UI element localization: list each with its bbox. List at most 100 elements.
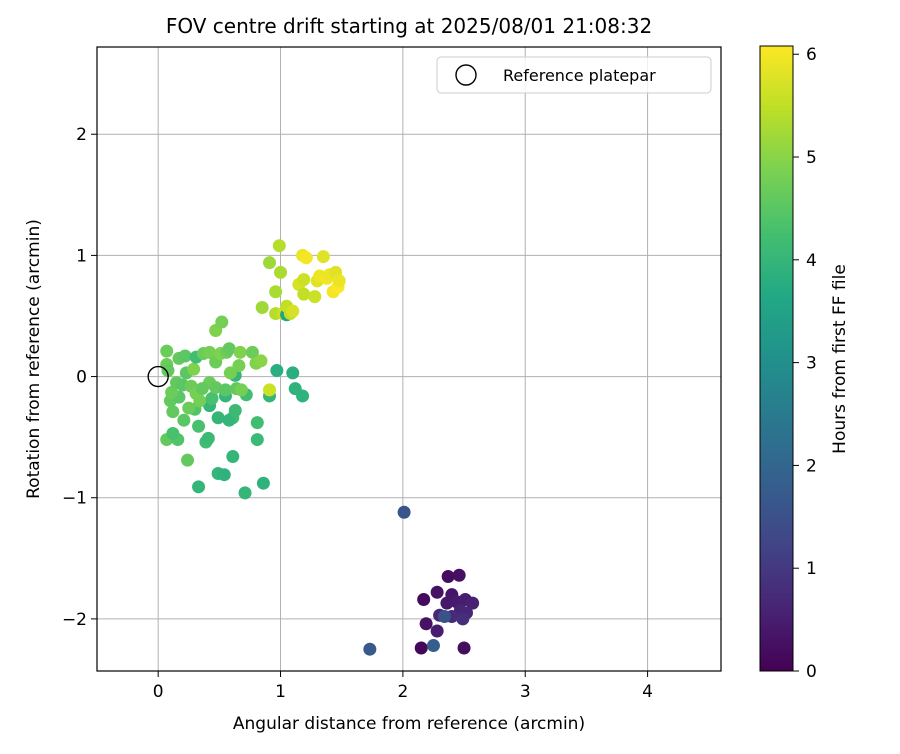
data-point (426, 639, 440, 653)
colorbar-tick-label: 3 (806, 354, 817, 374)
data-point (466, 596, 480, 610)
colorbar: 0 1 2 3 4 5 6 Hours from first FF file (759, 45, 850, 682)
legend: Reference platepar (436, 56, 712, 94)
x-tick-label: 3 (520, 682, 531, 702)
data-point (270, 364, 284, 378)
data-point (222, 413, 236, 427)
data-point (192, 480, 206, 494)
y-axis-ticks: −2 −1 0 1 2 (62, 125, 97, 630)
data-point (250, 416, 264, 430)
data-point (233, 345, 247, 359)
data-point (397, 505, 411, 519)
chart-title: FOV centre drift starting at 2025/08/01 … (166, 14, 652, 38)
data-point (452, 568, 466, 582)
data-point (211, 411, 225, 425)
data-point (232, 359, 246, 373)
plot-frame (96, 46, 722, 672)
data-point (255, 301, 269, 315)
data-point (215, 315, 229, 329)
y-tick-label: 1 (76, 246, 87, 266)
data-point (414, 641, 428, 655)
data-point (299, 251, 313, 265)
legend-label: Reference platepar (503, 66, 656, 85)
data-point (166, 427, 180, 441)
data-point (417, 593, 431, 607)
data-point (201, 431, 215, 445)
data-point (161, 364, 175, 378)
data-point (234, 383, 248, 397)
x-tick-label: 1 (275, 682, 286, 702)
data-point (187, 362, 201, 376)
colorbar-tick-label: 0 (806, 662, 817, 682)
data-point (297, 287, 311, 301)
colorbar-label: Hours from first FF file (830, 264, 850, 454)
data-point (457, 641, 471, 655)
y-tick-label: 2 (76, 125, 87, 145)
data-point (263, 383, 277, 397)
y-tick-label: −1 (62, 489, 87, 509)
data-point (250, 433, 264, 447)
x-axis-label: Angular distance from reference (arcmin) (233, 714, 585, 734)
data-point (272, 239, 286, 253)
colorbar-tick-label: 6 (806, 45, 817, 65)
data-point (178, 349, 192, 363)
y-tick-label: −2 (62, 610, 87, 630)
data-point (217, 468, 231, 482)
data-point (297, 273, 311, 287)
data-point (286, 304, 300, 318)
data-point (440, 596, 454, 610)
colorbar-tick-label: 4 (806, 251, 817, 271)
data-point (203, 345, 217, 359)
data-point (205, 391, 219, 405)
data-point (223, 366, 237, 380)
data-point (166, 405, 180, 419)
data-point (181, 453, 195, 467)
data-point (269, 285, 283, 299)
data-point (316, 250, 330, 264)
colorbar-tick-label: 5 (806, 148, 817, 168)
data-point (165, 385, 179, 399)
data-point (430, 585, 444, 599)
data-point (441, 569, 455, 583)
data-point (363, 642, 377, 656)
colorbar-tick-label: 2 (806, 456, 817, 476)
colorbar-gradient (759, 45, 794, 672)
x-tick-label: 0 (153, 682, 164, 702)
x-tick-label: 4 (642, 682, 653, 702)
data-point (226, 450, 240, 464)
data-point (228, 403, 242, 417)
x-tick-label: 2 (397, 682, 408, 702)
data-point (332, 274, 346, 288)
data-point (419, 617, 433, 631)
data-point (254, 354, 268, 368)
data-point (286, 366, 300, 380)
y-axis-label: Rotation from reference (arcmin) (24, 219, 44, 499)
data-point (209, 380, 223, 394)
data-point (245, 345, 259, 359)
x-axis-ticks: 0 1 2 3 4 (153, 671, 653, 702)
data-point (256, 476, 270, 490)
grid-lines (97, 47, 721, 671)
data-point (192, 419, 206, 433)
data-point (160, 344, 174, 358)
legend-box (436, 56, 712, 94)
data-point (182, 401, 196, 415)
data-point (288, 382, 302, 396)
data-point (195, 382, 209, 396)
y-tick-label: 0 (76, 368, 87, 388)
data-point (274, 265, 288, 279)
legend-reference-marker (455, 64, 477, 86)
data-point (437, 609, 451, 623)
reference-platepar-marker (147, 365, 169, 388)
data-point (218, 383, 232, 397)
data-point (308, 290, 322, 304)
data-point (222, 342, 236, 356)
data-point (430, 624, 444, 638)
data-point (263, 256, 277, 270)
colorbar-tick-label: 1 (806, 559, 817, 579)
data-point (238, 486, 252, 500)
colorbar-ticks: 0 1 2 3 4 5 6 (793, 45, 817, 682)
reference-marker-group (147, 365, 169, 388)
